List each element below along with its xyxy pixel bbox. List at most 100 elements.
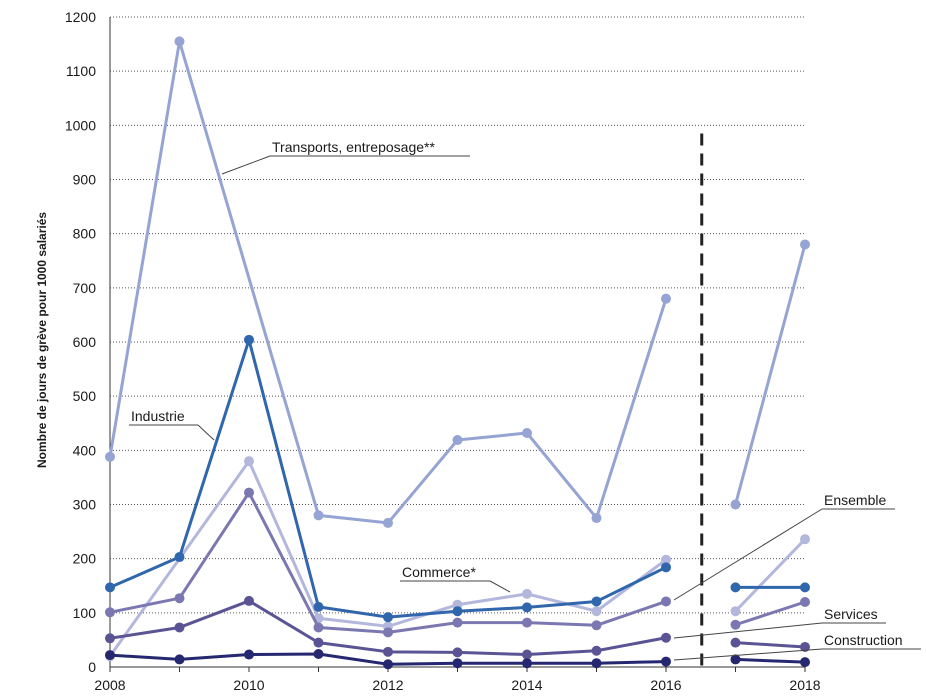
data-point [105,607,115,618]
series-line [108,39,668,525]
data-point [313,622,324,633]
data-point [661,293,671,304]
data-point [383,646,393,657]
x-tick-label: 2008 [94,677,125,693]
x-tick-label: 2010 [233,677,264,693]
data-point [800,582,810,593]
data-point [591,596,602,607]
y-tick-label: 800 [73,226,97,242]
data-point [313,637,324,648]
data-point [244,649,254,660]
label-leader-line [197,424,215,441]
data-point [800,641,810,652]
series-0 [105,36,810,528]
data-point [730,582,741,593]
data-point [591,620,602,631]
data-point [661,656,671,667]
data-point [383,627,393,638]
data-point [244,595,254,606]
series-label: Services [824,606,878,622]
series-line [735,641,806,649]
data-point [591,606,602,617]
data-point [522,428,532,438]
data-point [800,239,810,250]
x-tick-label: 2012 [372,677,403,693]
data-point [244,456,254,467]
data-point [522,602,532,613]
data-point [105,650,115,661]
y-tick-label: 200 [73,551,97,567]
data-point [730,606,741,617]
y-tick-label: 700 [73,280,97,296]
data-point [452,606,463,617]
y-tick-label: 1000 [65,117,96,133]
series-line [734,244,807,505]
y-tick-label: 400 [73,442,97,458]
y-tick-label: 600 [73,334,97,350]
y-tick-label: 500 [73,388,97,404]
data-point [452,435,463,446]
y-tick-label: 0 [88,659,96,675]
data-point [174,654,185,665]
series-line [735,600,806,627]
y-axis-label: Nombre de jours de grève pour 1000 salar… [35,212,49,468]
y-tick-label: 300 [73,497,97,513]
data-point [591,645,602,656]
series-line [735,657,806,664]
label-leader-line [221,155,271,175]
x-tick-label: 2014 [511,677,542,693]
data-point [313,649,324,659]
label-leader-line [673,648,823,661]
data-point [174,622,185,633]
data-point [105,582,115,593]
series-2 [105,334,810,623]
data-point [730,654,741,665]
data-point [383,612,393,623]
data-point [383,517,393,528]
data-point [730,637,741,648]
series-4 [105,595,810,660]
x-tick-label: 2018 [789,677,820,693]
data-point [452,647,463,658]
series-label: Construction [824,632,903,648]
series-5 [105,649,810,670]
data-point [174,552,185,563]
x-tick-label: 2016 [650,677,681,693]
data-point [452,617,463,628]
series-line [734,538,807,613]
series-label: Industrie [131,408,185,424]
data-point [661,554,671,565]
series-label: Transports, entreposage** [272,139,435,155]
data-point [244,487,254,498]
gridlines [110,16,805,614]
label-leader-line [673,622,823,639]
data-point [522,588,532,599]
axes: 0 100 200 300 400 500 600 700 800 900 1000 1100 1200… [65,9,821,693]
series-labels: Transports, entreposage** Commerce* Indust… [129,139,921,661]
data-point [661,632,671,643]
label-leader-line [489,580,511,593]
y-tick-label: 1200 [65,9,96,25]
series-3 [105,487,810,638]
data-point [105,633,115,644]
data-point [800,534,810,545]
y-tick-label: 900 [73,172,97,188]
data-point [591,513,602,524]
data-point [522,658,532,669]
data-point [174,593,185,604]
data-point [800,657,810,668]
data-point [313,601,324,612]
series-group [105,36,810,670]
series-label: Ensemble [824,492,886,508]
label-leader-line [673,508,823,601]
data-point [313,510,324,521]
data-point [591,658,602,669]
data-point [800,597,810,607]
data-point [522,617,532,628]
data-point [661,596,671,607]
data-point [452,658,463,669]
data-point [661,562,671,573]
y-tick-label: 100 [73,605,97,621]
data-point [730,619,741,630]
data-point [244,334,254,345]
